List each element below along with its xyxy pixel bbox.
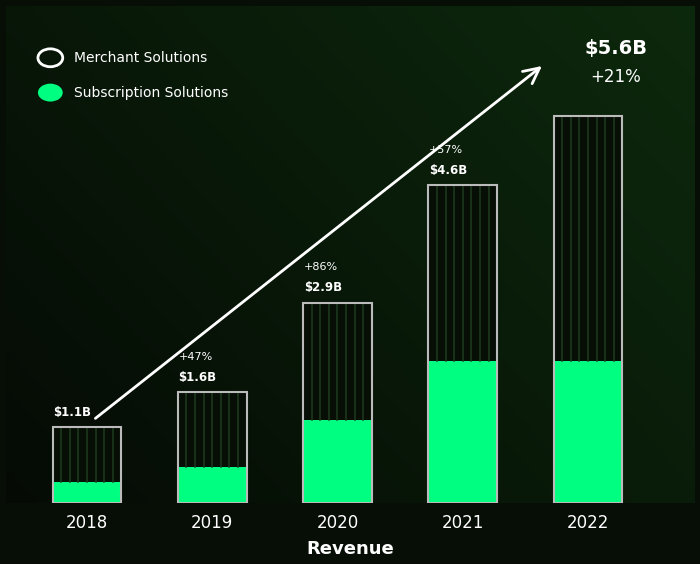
Bar (52, 427, 121, 503)
Bar (428, 185, 497, 362)
Text: $2.9B: $2.9B (304, 281, 342, 294)
Bar (554, 116, 622, 362)
Text: +86%: +86% (304, 262, 338, 272)
Text: +57%: +57% (429, 145, 463, 155)
Text: +47%: +47% (178, 352, 213, 362)
Bar (428, 185, 497, 503)
Bar (554, 116, 622, 503)
Text: +21%: +21% (591, 68, 641, 86)
X-axis label: Revenue: Revenue (306, 540, 394, 558)
Bar (303, 303, 372, 420)
Text: $1.1B: $1.1B (53, 406, 91, 418)
Text: $1.6B: $1.6B (178, 371, 216, 384)
Text: $5.6B: $5.6B (584, 39, 648, 59)
Bar (178, 393, 246, 503)
Text: Subscription Solutions: Subscription Solutions (74, 86, 229, 100)
Bar (52, 427, 121, 482)
Text: $4.6B: $4.6B (429, 164, 467, 177)
Bar (178, 393, 246, 467)
Bar (303, 420, 372, 503)
Bar (303, 303, 372, 503)
Bar (52, 482, 121, 503)
Circle shape (38, 83, 63, 102)
Bar (178, 467, 246, 503)
Bar (554, 362, 622, 503)
Bar (428, 362, 497, 503)
Text: Merchant Solutions: Merchant Solutions (74, 51, 208, 65)
